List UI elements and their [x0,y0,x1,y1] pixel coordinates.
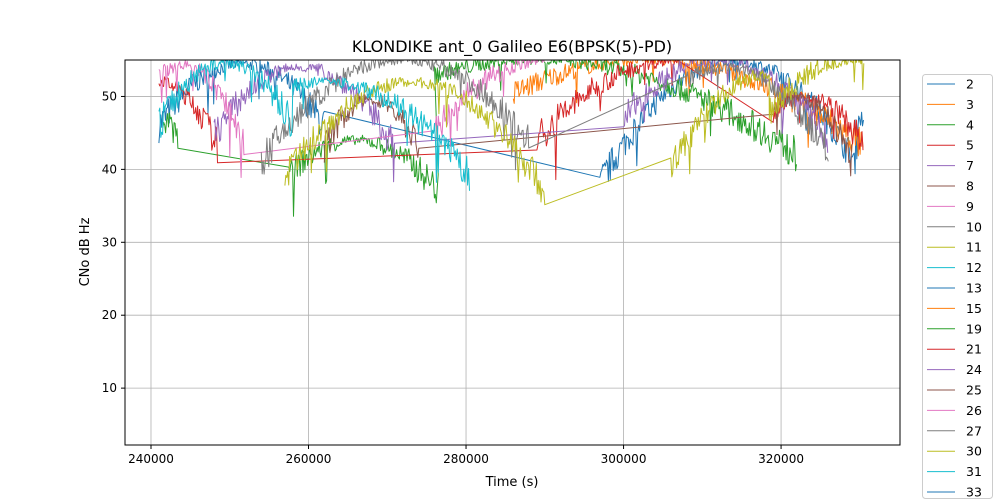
legend-label: 13 [966,281,982,296]
series-lines [158,60,865,217]
series-line-8 [323,91,853,177]
legend-label: 10 [966,219,982,234]
grid [125,60,900,445]
series-line-3 [512,60,864,157]
legend-label: 26 [966,403,982,418]
legend-label: 21 [966,342,982,357]
legend-label: 31 [966,464,982,479]
x-tick-label: 260000 [286,452,332,466]
legend-label: 8 [966,179,974,194]
legend-label: 7 [966,158,974,173]
legend-label: 25 [966,383,982,398]
x-tick-label: 240000 [128,452,174,466]
legend-label: 3 [966,97,974,112]
y-tick-label: 40 [102,162,117,176]
legend-label: 24 [966,362,982,377]
legend-label: 19 [966,321,982,336]
series-line-12 [158,60,470,191]
x-tick-label: 280000 [443,452,489,466]
legend-label: 33 [966,485,982,500]
y-tick-label: 20 [102,308,117,322]
legend: 2 3 4 5 7 8 9 10 11 12 13 15 19 21 24 25 26 27 30 31 33 [922,74,993,500]
legend-label: 12 [966,260,982,275]
y-tick-label: 50 [102,89,117,103]
legend-label: 11 [966,240,982,255]
legend-label: 4 [966,117,974,132]
x-tick-label: 320000 [758,452,804,466]
x-tick-label: 300000 [601,452,647,466]
legend-label: 30 [966,444,982,459]
series-line-11 [284,60,865,206]
x-axis-label: Time (s) [485,475,539,490]
legend-label: 9 [966,199,974,214]
axis-ticks: 240000 260000 280000 300000 320000 10 20 30 40 50 [102,89,804,466]
y-tick-label: 30 [102,235,117,249]
legend-label: 2 [966,77,974,92]
legend-label: 5 [966,138,974,153]
y-axis-label: CNo dB Hz [78,217,93,286]
chart-title: KLONDIKE ant_0 Galileo E6(BPSK(5)-PD) [352,37,672,57]
legend-box [922,74,993,499]
legend-label: 15 [966,301,982,316]
legend-label: 27 [966,423,982,438]
series-line-7 [213,60,829,183]
plot-frame [124,59,901,446]
y-tick-label: 10 [102,381,117,395]
